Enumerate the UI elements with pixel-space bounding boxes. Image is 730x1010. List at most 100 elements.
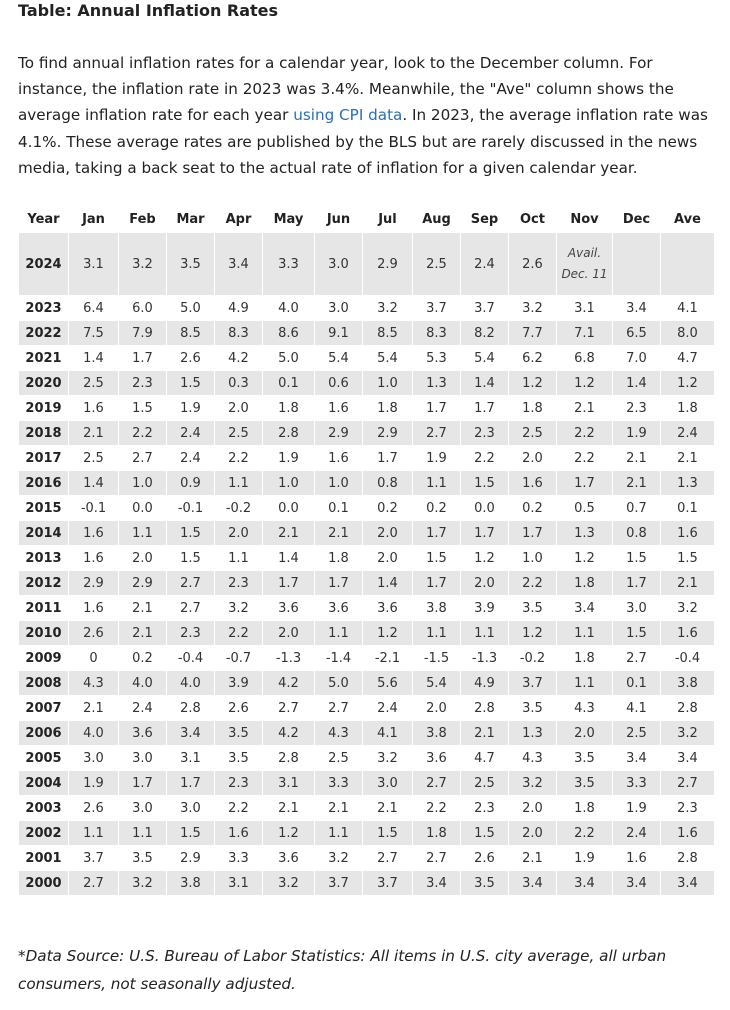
rate-cell [660, 232, 715, 296]
rate-cell: 1.7 [262, 570, 315, 596]
rate-cell: 1.6 [660, 820, 715, 846]
rate-cell: -0.7 [214, 645, 263, 671]
rate-cell: 8.0 [660, 320, 715, 346]
rate-cell: 2.1 [314, 795, 363, 821]
table-row: 2024 3.1 3.2 3.5 3.4 3.3 3.0 2.9 2.5 2.4 2.6 Avail.… [18, 232, 715, 296]
cpi-data-link[interactable]: using CPI data [293, 106, 403, 125]
rate-cell: 2.9 [362, 420, 413, 446]
rate-cell: 3.2 [214, 595, 263, 621]
rate-cell: 4.3 [314, 720, 363, 746]
column-header: Feb [118, 206, 167, 233]
rate-cell: 3.4 [660, 870, 715, 896]
rate-cell: 2.0 [508, 795, 557, 821]
rate-cell: 1.1 [460, 620, 509, 646]
rate-cell: 1.1 [556, 670, 613, 696]
rate-cell: 2.2 [508, 570, 557, 596]
rate-cell: 3.5 [556, 770, 613, 796]
rate-cell: 3.5 [508, 695, 557, 721]
rate-cell: 0.1 [314, 495, 363, 521]
rate-cell: 1.6 [660, 620, 715, 646]
rate-cell: 1.2 [362, 620, 413, 646]
table-row: 2020 2.5 2.3 1.5 0.3 0.1 0.6 1.0 1.3 1.4 1.2 1.2 1.4… [18, 370, 715, 396]
rate-cell: 2.3 [166, 620, 215, 646]
rate-cell: 1.7 [612, 570, 661, 596]
rate-cell: 5.4 [314, 345, 363, 371]
rate-cell: 5.0 [262, 345, 315, 371]
rate-cell: 1.8 [556, 645, 613, 671]
rate-cell: 3.4 [556, 870, 613, 896]
rate-cell: 1.3 [508, 720, 557, 746]
rate-cell: 2.1 [118, 595, 167, 621]
rate-cell: 3.5 [166, 232, 215, 296]
rate-cell: 3.4 [612, 295, 661, 321]
rate-cell: 2.8 [262, 420, 315, 446]
rate-cell: 1.2 [262, 820, 315, 846]
rate-cell: 1.5 [166, 370, 215, 396]
rate-cell: 1.7 [118, 770, 167, 796]
rate-cell: 1.6 [68, 545, 119, 571]
rate-cell: 3.0 [362, 770, 413, 796]
rate-cell: 2.5 [612, 720, 661, 746]
rate-cell: 1.9 [262, 445, 315, 471]
rate-cell: -0.1 [166, 495, 215, 521]
rate-cell: 0.6 [314, 370, 363, 396]
rate-cell: 1.6 [612, 845, 661, 871]
rate-cell: 2.5 [68, 445, 119, 471]
rate-cell [612, 232, 661, 296]
rate-cell: 1.5 [166, 820, 215, 846]
rate-cell: 3.3 [612, 770, 661, 796]
rate-cell: 3.1 [68, 232, 119, 296]
rate-cell: 1.9 [412, 445, 461, 471]
rate-cell: 2.6 [214, 695, 263, 721]
intro-paragraph: To find annual inflation rates for a cal… [18, 50, 718, 181]
rate-cell: 3.6 [412, 745, 461, 771]
rate-cell: 2.1 [508, 845, 557, 871]
rate-cell: 2.3 [118, 370, 167, 396]
year-cell: 2016 [18, 470, 69, 496]
rate-cell: 2.2 [214, 795, 263, 821]
table-row: 2011 1.6 2.1 2.7 3.2 3.6 3.6 3.6 3.8 3.9 3.5 3.4 3.0… [18, 595, 715, 621]
year-cell: 2004 [18, 770, 69, 796]
year-cell: 2010 [18, 620, 69, 646]
rate-cell: 4.7 [460, 745, 509, 771]
rate-cell: 1.3 [412, 370, 461, 396]
rate-cell: 4.1 [612, 695, 661, 721]
rate-cell: 1.8 [556, 795, 613, 821]
rate-cell: 1.6 [214, 820, 263, 846]
rate-cell: -0.4 [166, 645, 215, 671]
rate-cell: 3.2 [660, 595, 715, 621]
rate-cell: 3.8 [166, 870, 215, 896]
rate-cell: 1.1 [556, 620, 613, 646]
intro-text-1: To find annual inflation rates for a cal… [18, 54, 674, 125]
rate-cell: 1.8 [314, 545, 363, 571]
table-row: 2004 1.9 1.7 1.7 2.3 3.1 3.3 3.0 2.7 2.5 3.2 3.5 3.3… [18, 770, 715, 796]
rate-cell: 1.1 [314, 620, 363, 646]
rate-cell: 3.5 [214, 720, 263, 746]
rate-cell: 2.6 [508, 232, 557, 296]
table-row: 2008 4.3 4.0 4.0 3.9 4.2 5.0 5.6 5.4 4.9 3.7 1.1 0.1… [18, 670, 715, 696]
column-header: Jul [362, 206, 413, 233]
rate-cell: 4.9 [214, 295, 263, 321]
rate-cell: 8.2 [460, 320, 509, 346]
rate-cell: -0.4 [660, 645, 715, 671]
rate-cell: 2.1 [262, 520, 315, 546]
rate-cell: 1.5 [460, 470, 509, 496]
rate-cell: 2.5 [460, 770, 509, 796]
rate-cell: 3.2 [362, 295, 413, 321]
rate-cell: 3.1 [262, 770, 315, 796]
rate-cell: 3.4 [166, 720, 215, 746]
rate-cell: 7.1 [556, 320, 613, 346]
rate-cell: 1.0 [262, 470, 315, 496]
rate-cell: 4.3 [68, 670, 119, 696]
rate-cell: 7.5 [68, 320, 119, 346]
page-title: Table: Annual Inflation Rates [18, 1, 279, 20]
rate-cell: 3.0 [118, 745, 167, 771]
rate-cell: 3.5 [460, 870, 509, 896]
rate-cell: 4.1 [362, 720, 413, 746]
rate-cell: 3.4 [508, 870, 557, 896]
rate-cell: 2.9 [314, 420, 363, 446]
rate-cell: 9.1 [314, 320, 363, 346]
rate-cell: 3.4 [412, 870, 461, 896]
intro-text-2: . In 2023, the average inflation rate wa… [18, 106, 708, 177]
rate-cell: 3.7 [460, 295, 509, 321]
